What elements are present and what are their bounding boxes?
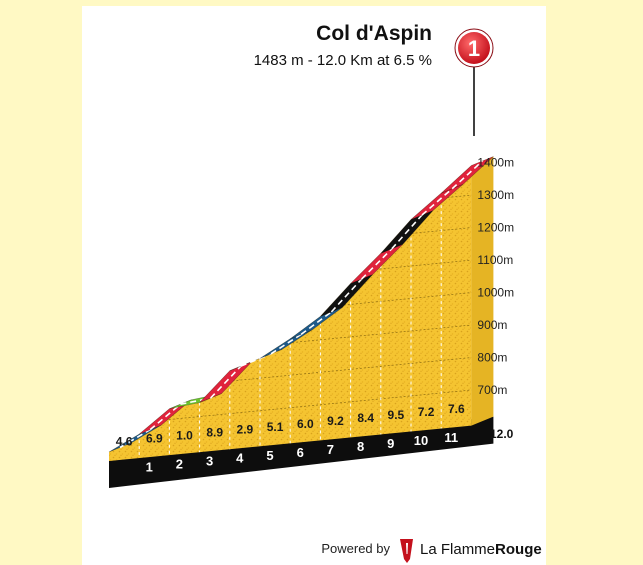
km-label-3: 3	[206, 454, 213, 469]
brand-name-first: La Flamme	[420, 541, 495, 558]
ribbon-centerline-12	[451, 160, 483, 190]
altitude-tick-1200: 1200m	[477, 221, 514, 235]
km-label-8: 8	[357, 439, 364, 454]
summit-marker-icon	[458, 32, 490, 64]
profile-end-face	[471, 156, 494, 426]
chart-title: Col d'Aspin	[316, 22, 432, 45]
footer: Powered by La FlammeRouge	[321, 539, 542, 563]
km-label-4: 4	[236, 451, 244, 466]
flame-logo-highlight	[406, 543, 408, 554]
profile-base-slab	[109, 416, 494, 488]
km-labels: 1 2 3 4 5 6 7 8 9 10 11	[146, 430, 458, 475]
ribbon-centerline-5	[240, 353, 272, 367]
ribbon-centerline-1	[119, 428, 151, 449]
ribbon-centerline-11	[421, 188, 453, 216]
grade-labels: 4.6 6.9 1.0 8.9 2.9 5.1 6.0 9.2 8.4 9.5 7.2 7.6	[116, 402, 465, 448]
altitude-tick-1300: 1300m	[477, 188, 514, 202]
ribbon-segment-7	[290, 307, 343, 340]
grade-label-11: 7.2	[418, 405, 435, 419]
altitude-tick-1000: 1000m	[477, 286, 514, 300]
km-label-6: 6	[297, 445, 304, 460]
altitude-tick-700: 700m	[477, 383, 507, 397]
powered-by-text: Powered by	[321, 541, 390, 556]
ribbon-centerline-6	[270, 333, 302, 355]
chart-subtitle: 1483 m - 12.0 Km at 6.5 %	[254, 52, 432, 69]
grade-label-2: 6.9	[146, 432, 163, 446]
ribbon-centerline-9	[361, 248, 393, 280]
profile-card: Col d'Aspin 1483 m - 12.0 Km at 6.5 % 4.…	[82, 6, 546, 565]
grade-label-1: 4.6	[116, 435, 133, 449]
summit-marker: 1	[454, 28, 494, 136]
ribbon-centerline-7	[300, 311, 332, 335]
altitude-tick-1100: 1100m	[477, 253, 513, 267]
km-label-2: 2	[176, 457, 183, 472]
gridline-1400	[109, 165, 472, 199]
ribbon-centerline-10	[391, 214, 423, 250]
ribbon-centerline-8	[330, 278, 363, 313]
grade-label-3: 1.0	[176, 429, 193, 443]
brand-name: La FlammeRouge	[420, 541, 542, 558]
km-label-11: 11	[444, 430, 458, 445]
km-label-7: 7	[327, 442, 334, 457]
ribbon-centerline-4	[210, 365, 242, 399]
total-distance-label: 12.0	[490, 427, 514, 441]
km-label-1: 1	[146, 460, 153, 475]
grade-label-7: 6.0	[297, 417, 314, 431]
altitude-tick-1400: 1400m	[477, 156, 514, 170]
grade-label-12: 7.6	[448, 402, 465, 416]
km-label-5: 5	[266, 448, 273, 463]
altitude-tick-900: 900m	[477, 318, 507, 332]
gridline-700	[109, 389, 472, 426]
gradient-ribbon	[108, 156, 494, 453]
grade-label-8: 9.2	[327, 414, 344, 428]
ribbon-centerline-2	[149, 403, 181, 431]
grade-label-10: 9.5	[388, 408, 405, 422]
grade-label-6: 5.1	[267, 420, 284, 434]
grade-label-9: 8.4	[357, 411, 374, 425]
summit-marker-label: 1	[468, 36, 480, 61]
climb-profile-chart: Col d'Aspin 1483 m - 12.0 Km at 6.5 % 4.…	[108, 22, 542, 563]
altitude-tick-800: 800m	[477, 351, 507, 365]
grade-label-5: 2.9	[237, 423, 254, 437]
km-label-9: 9	[387, 436, 394, 451]
km-label-10: 10	[414, 433, 428, 448]
brand-name-second: Rouge	[495, 541, 542, 558]
grade-label-4: 8.9	[206, 426, 223, 440]
altitude-tick-labels: 700m 800m 900m 1000m 1100m 1200m 1300m 1400m	[477, 156, 514, 397]
